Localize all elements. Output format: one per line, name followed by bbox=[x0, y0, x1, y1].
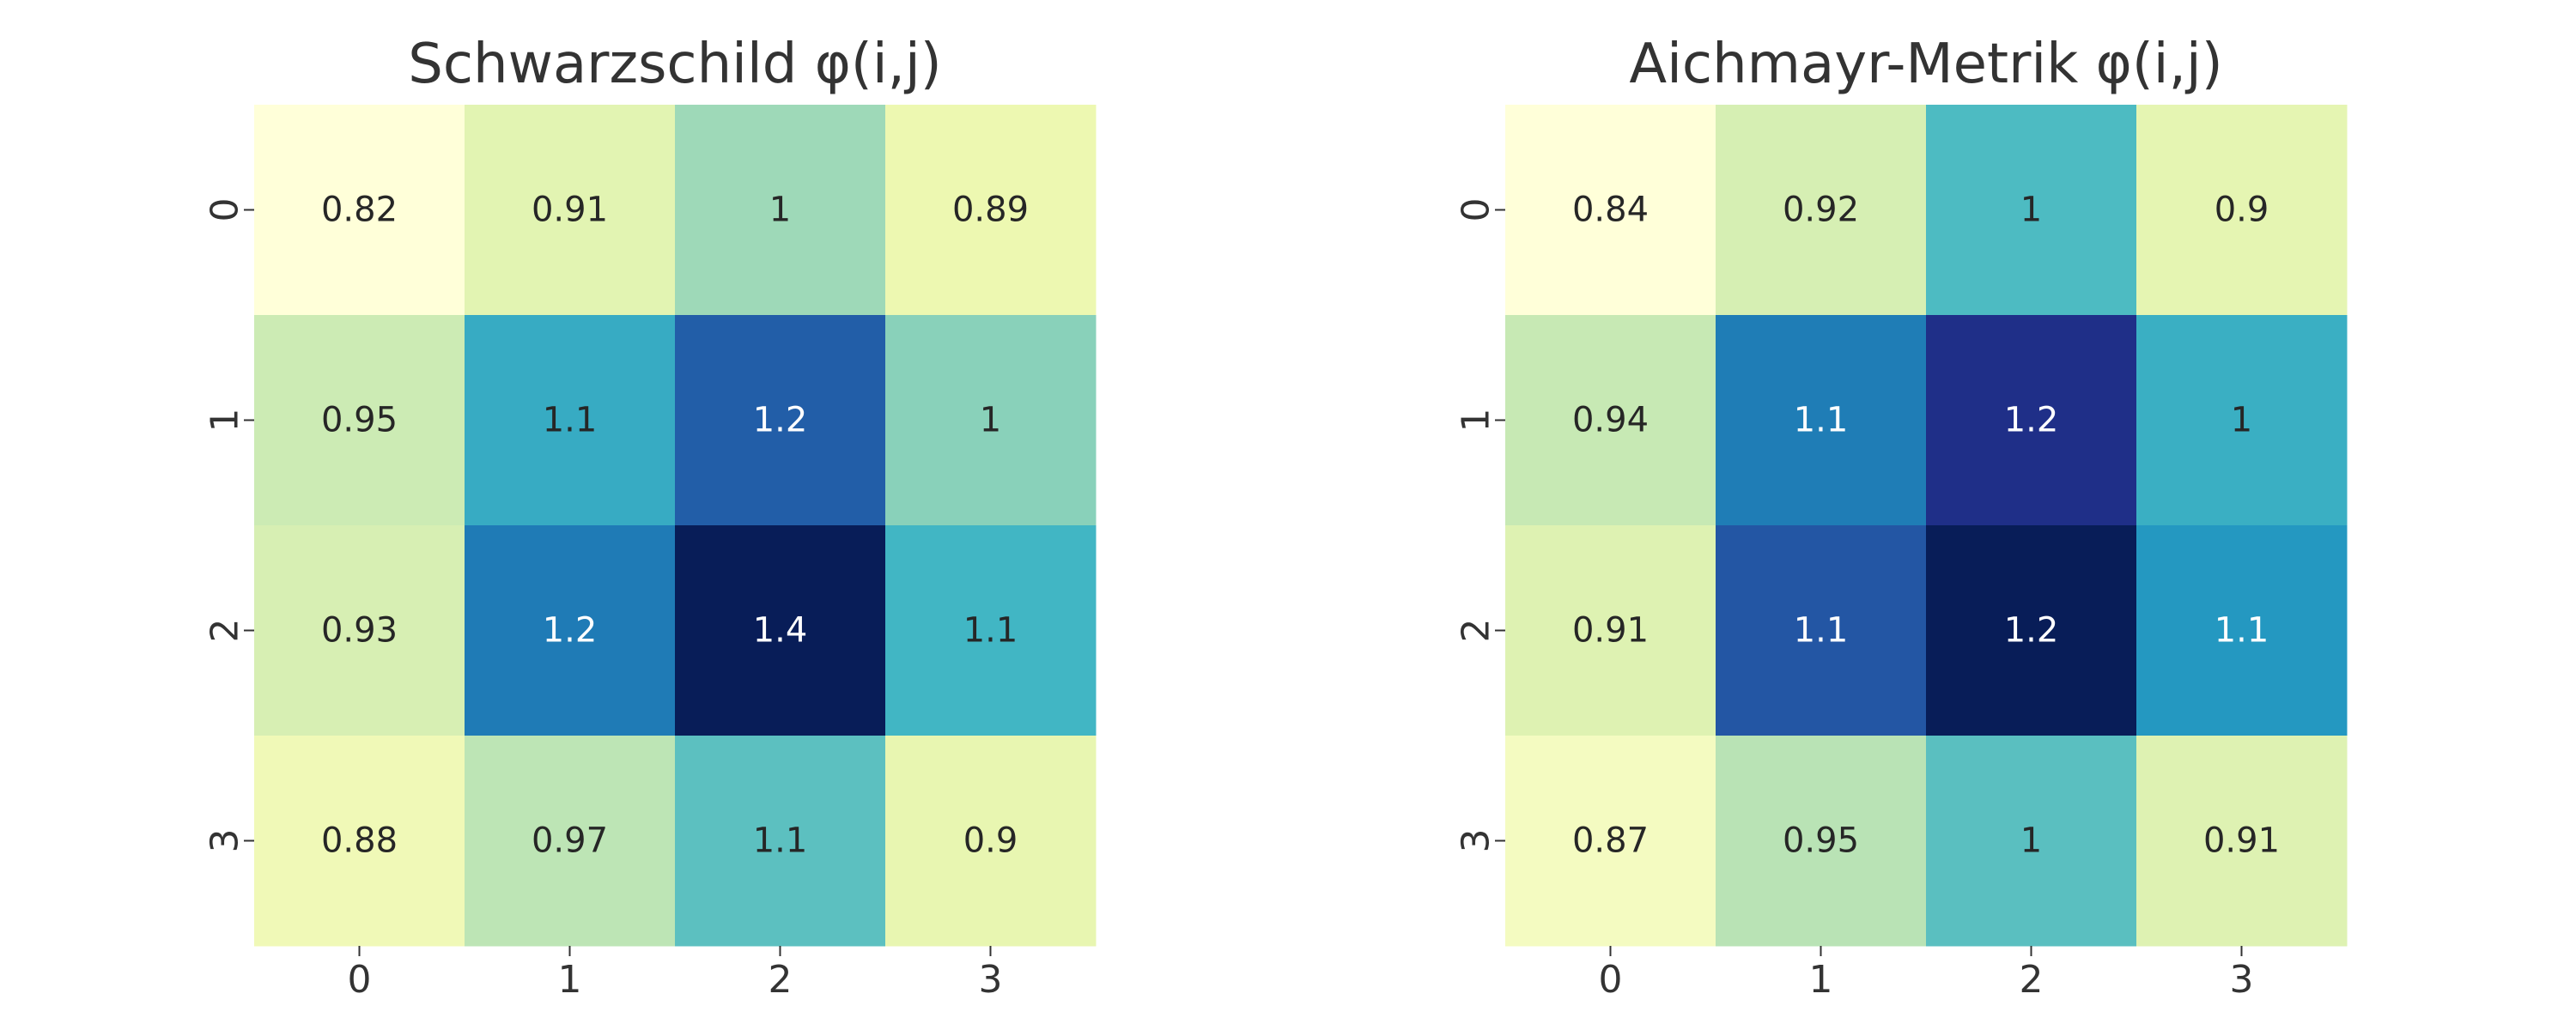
cell-value-label: 0.9 bbox=[963, 821, 1018, 861]
heatmap-cell bbox=[1926, 525, 2137, 736]
x-tick-label: 0 bbox=[348, 958, 372, 1002]
cell-value-label: 0.89 bbox=[952, 191, 1029, 230]
heatmap-cell bbox=[254, 736, 465, 947]
heatmap-cell bbox=[1505, 105, 1716, 316]
heatmap-cell bbox=[675, 736, 886, 947]
heatmap-cell bbox=[885, 315, 1097, 526]
heatmap-cell bbox=[1716, 736, 1927, 947]
heatmap-cell bbox=[2136, 105, 2348, 316]
y-tick-label: 3 bbox=[1455, 829, 1498, 853]
y-tick-label: 0 bbox=[204, 198, 247, 222]
cell-value-label: 1.1 bbox=[2215, 611, 2269, 651]
heatmap-cell bbox=[1926, 315, 2137, 526]
heatmap-cell bbox=[1716, 105, 1927, 316]
x-tick-label: 1 bbox=[558, 958, 582, 1002]
cell-value-label: 1.2 bbox=[2004, 611, 2059, 651]
x-tick-label: 3 bbox=[979, 958, 1003, 1002]
x-tick-label: 0 bbox=[1599, 958, 1623, 1002]
cell-value-label: 1.1 bbox=[753, 821, 808, 861]
heatmap-cell bbox=[885, 105, 1097, 316]
heatmap-cell bbox=[1716, 315, 1927, 526]
heatmap-cell bbox=[885, 525, 1097, 736]
heatmap-cell bbox=[1505, 315, 1716, 526]
heatmap-cell bbox=[465, 315, 676, 526]
cell-value-label: 0.97 bbox=[532, 821, 608, 861]
heatmap-cell bbox=[675, 315, 886, 526]
heatmap-cell bbox=[2136, 736, 2348, 947]
heatmap-cell bbox=[1505, 525, 1716, 736]
cell-value-label: 1 bbox=[2231, 401, 2252, 440]
cell-value-label: 0.92 bbox=[1783, 191, 1859, 230]
y-tick-label: 3 bbox=[204, 829, 247, 853]
heatmap-cell bbox=[675, 105, 886, 316]
heatmap-cell bbox=[1926, 105, 2137, 316]
heatmap-cell bbox=[254, 525, 465, 736]
x-tick-label: 2 bbox=[2020, 958, 2044, 1002]
heatmap-cell bbox=[675, 525, 886, 736]
heatmap-cell bbox=[465, 736, 676, 947]
cell-value-label: 0.91 bbox=[2203, 821, 2280, 861]
cell-value-label: 1.1 bbox=[963, 611, 1018, 651]
cell-value-label: 0.88 bbox=[321, 821, 398, 861]
cell-value-label: 1 bbox=[980, 401, 1001, 440]
heatmap-panel-schwarzschild: Schwarzschild φ(i,j)0.82 0.91 1 0.890.95 1.1… bbox=[204, 33, 1097, 1002]
cell-value-label: 1.4 bbox=[753, 611, 808, 651]
chart-title: Schwarzschild φ(i,j) bbox=[408, 33, 942, 96]
x-tick-label: 1 bbox=[1809, 958, 1833, 1002]
cell-value-label: 0.93 bbox=[321, 611, 398, 651]
heatmap-cell bbox=[465, 525, 676, 736]
cell-value-label: 1.1 bbox=[1794, 401, 1849, 440]
y-tick-label: 0 bbox=[1455, 198, 1498, 222]
chart-title: Aichmayr-Metrik φ(i,j) bbox=[1629, 33, 2222, 96]
heatmap-cell bbox=[254, 105, 465, 316]
cell-value-label: 1 bbox=[2020, 821, 2042, 861]
heatmap-cell bbox=[1926, 736, 2137, 947]
cell-value-label: 0.9 bbox=[2215, 191, 2269, 230]
cell-value-label: 1 bbox=[2020, 191, 2042, 230]
heatmap-panel-aichmayr: Aichmayr-Metrik φ(i,j) 0.84 0.92 1 0.9 0.94 1.… bbox=[1455, 33, 2348, 1002]
heatmap-cell bbox=[1716, 525, 1927, 736]
y-tick-label: 2 bbox=[204, 619, 247, 643]
cell-value-label: 1.1 bbox=[1794, 611, 1849, 651]
heatmap-cell bbox=[254, 315, 465, 526]
y-tick-label: 1 bbox=[1455, 409, 1498, 433]
heatmap-cell bbox=[2136, 315, 2348, 526]
cell-value-label: 1.2 bbox=[2004, 401, 2059, 440]
heatmap-cell bbox=[885, 736, 1097, 947]
cell-value-label: 0.95 bbox=[321, 401, 398, 440]
cell-value-label: 1.2 bbox=[543, 611, 598, 651]
x-tick-label: 2 bbox=[769, 958, 793, 1002]
cell-value-label: 0.82 bbox=[321, 191, 398, 230]
cell-value-label: 1.2 bbox=[753, 401, 808, 440]
cell-value-label: 0.84 bbox=[1572, 191, 1649, 230]
y-tick-label: 2 bbox=[1455, 619, 1498, 643]
cell-value-label: 0.91 bbox=[532, 191, 608, 230]
cell-value-label: 0.91 bbox=[1572, 611, 1649, 651]
cell-value-label: 0.94 bbox=[1572, 401, 1649, 440]
cell-value-label: 1 bbox=[769, 191, 791, 230]
heatmap-cell bbox=[465, 105, 676, 316]
heatmap-cell bbox=[1505, 736, 1716, 947]
x-tick-label: 3 bbox=[2230, 958, 2254, 1002]
heatmap-cell bbox=[2136, 525, 2348, 736]
y-tick-label: 1 bbox=[204, 409, 247, 433]
cell-value-label: 0.87 bbox=[1572, 821, 1649, 861]
cell-value-label: 1.1 bbox=[543, 401, 598, 440]
cell-value-label: 0.95 bbox=[1783, 821, 1859, 861]
